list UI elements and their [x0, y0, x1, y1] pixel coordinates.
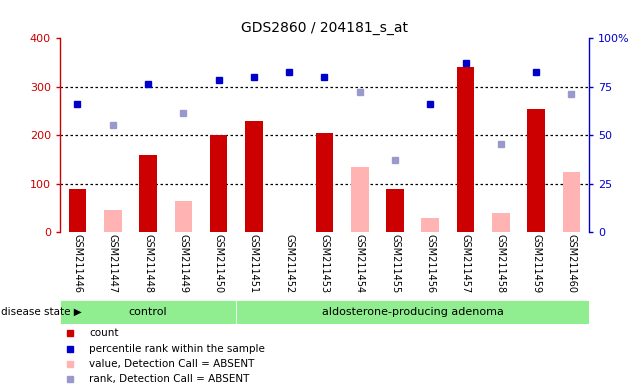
- Text: percentile rank within the sample: percentile rank within the sample: [89, 344, 265, 354]
- Text: GSM211450: GSM211450: [214, 234, 224, 293]
- Text: GSM211459: GSM211459: [531, 234, 541, 293]
- Text: GSM211454: GSM211454: [355, 234, 365, 293]
- Bar: [386, 189, 404, 232]
- Bar: [60, 300, 236, 324]
- Bar: [492, 213, 510, 232]
- Bar: [104, 210, 122, 232]
- Bar: [527, 109, 545, 232]
- Text: rank, Detection Call = ABSENT: rank, Detection Call = ABSENT: [89, 374, 249, 384]
- Bar: [139, 155, 157, 232]
- Bar: [457, 68, 474, 232]
- Text: GSM211455: GSM211455: [390, 234, 400, 294]
- Text: GSM211446: GSM211446: [72, 234, 83, 293]
- Text: aldosterone-producing adenoma: aldosterone-producing adenoma: [322, 307, 503, 317]
- Text: GSM211458: GSM211458: [496, 234, 506, 293]
- Text: GSM211451: GSM211451: [249, 234, 259, 293]
- Bar: [351, 167, 369, 232]
- Text: GSM211449: GSM211449: [178, 234, 188, 293]
- Bar: [175, 201, 192, 232]
- Bar: [210, 136, 227, 232]
- Text: GSM211460: GSM211460: [566, 234, 576, 293]
- Text: control: control: [129, 307, 168, 317]
- Text: GSM211447: GSM211447: [108, 234, 118, 293]
- Bar: [316, 133, 333, 232]
- Text: disease state ▶: disease state ▶: [1, 307, 82, 317]
- Text: GSM211456: GSM211456: [425, 234, 435, 293]
- Text: GSM211457: GSM211457: [461, 234, 471, 294]
- Text: GSM211453: GSM211453: [319, 234, 329, 293]
- Bar: [236, 300, 589, 324]
- Bar: [69, 189, 86, 232]
- Bar: [563, 172, 580, 232]
- Bar: [245, 121, 263, 232]
- Text: value, Detection Call = ABSENT: value, Detection Call = ABSENT: [89, 359, 255, 369]
- Text: count: count: [89, 328, 118, 338]
- Bar: [421, 218, 439, 232]
- Text: GSM211448: GSM211448: [143, 234, 153, 293]
- Title: GDS2860 / 204181_s_at: GDS2860 / 204181_s_at: [241, 21, 408, 35]
- Text: GSM211452: GSM211452: [284, 234, 294, 294]
